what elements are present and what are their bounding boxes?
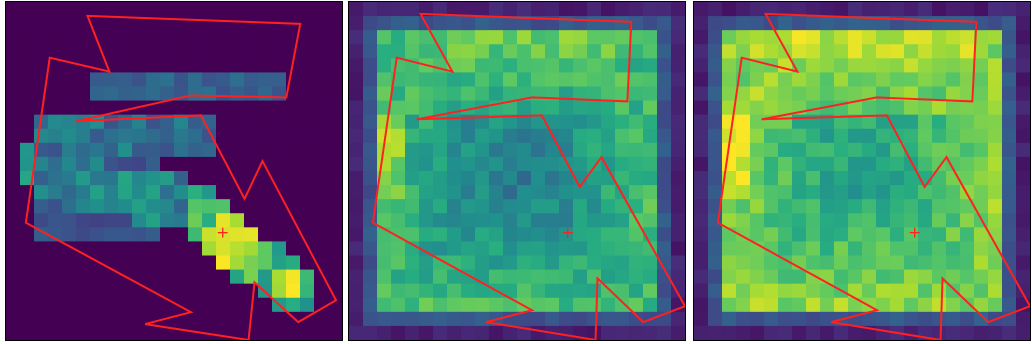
heatmap-middle-svg	[349, 2, 685, 340]
outline-polygon	[371, 12, 685, 340]
heatmap-panel-middle	[348, 1, 686, 341]
heatmap-left-svg	[6, 2, 342, 340]
center-marker	[217, 227, 228, 238]
center-marker	[909, 227, 920, 238]
center-marker	[562, 227, 573, 238]
heatmap-panel-right	[693, 1, 1031, 341]
outline-polygon	[716, 12, 1030, 340]
outline-polygon	[24, 14, 338, 340]
heatmap-right-svg	[694, 2, 1030, 340]
heatmap-panel-left	[5, 1, 343, 341]
